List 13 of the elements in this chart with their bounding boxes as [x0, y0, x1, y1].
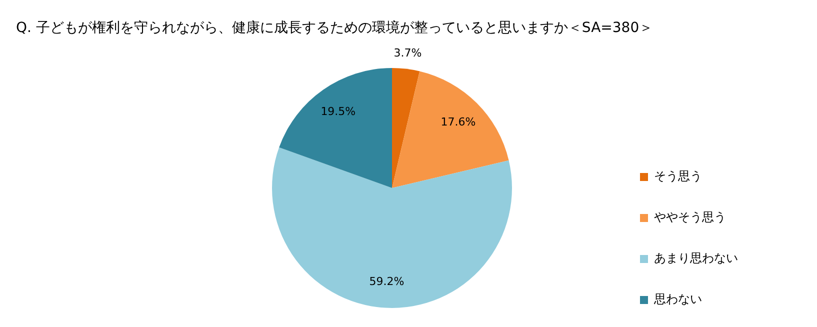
legend-label: ややそう思う	[654, 209, 726, 226]
chart-title: Q. 子どもが権利を守られながら、健康に成長するための環境が整っていると思いますか＜SA=380＞	[16, 20, 654, 36]
legend-label: 思わない	[654, 291, 702, 308]
pie-slice	[279, 68, 392, 188]
pie-slice	[272, 147, 512, 308]
data-label: 3.7%	[394, 46, 422, 60]
data-label: 59.2%	[369, 274, 404, 288]
pie-slice	[392, 71, 509, 188]
legend-label: あまり思わない	[654, 250, 738, 267]
data-label: 19.5%	[320, 104, 356, 118]
data-label: 17.6%	[440, 115, 476, 128]
pie-slice	[392, 68, 420, 188]
legend-label: そう思う	[654, 168, 702, 185]
